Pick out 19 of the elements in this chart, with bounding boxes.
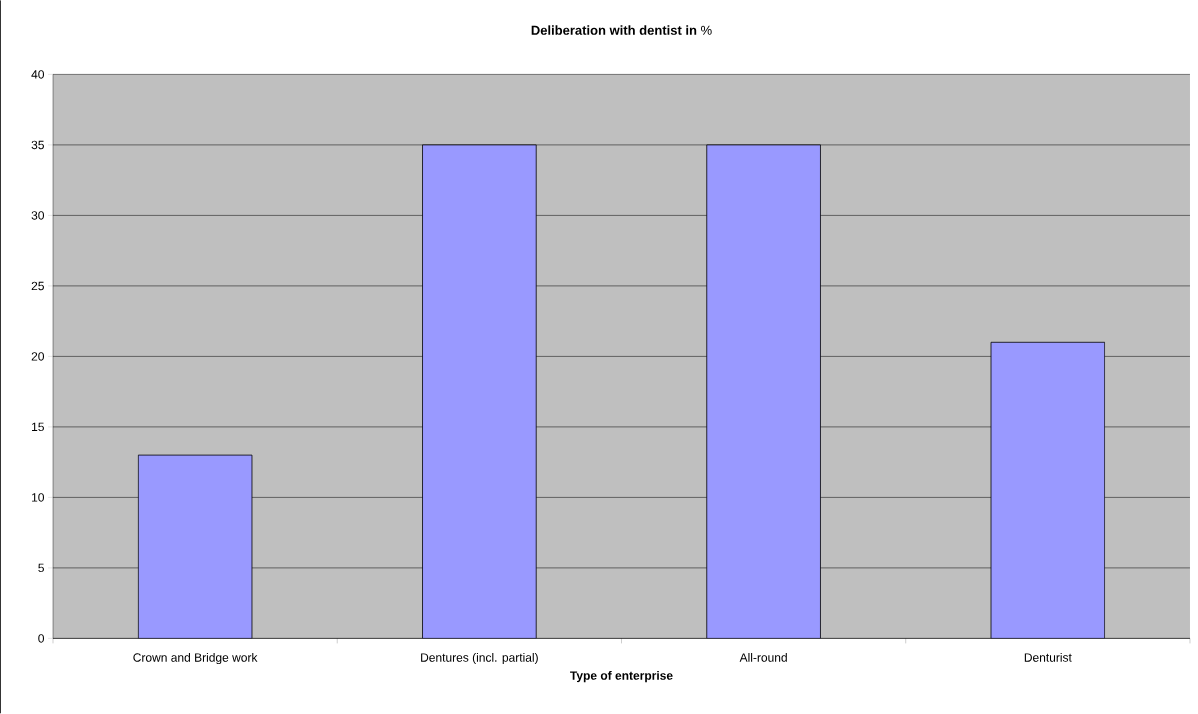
y-tick-label: 5 — [38, 563, 44, 573]
x-tick-label: Denturist — [1024, 653, 1072, 662]
bar — [990, 341, 1106, 639]
chart-title: Deliberation with dentist in % — [531, 25, 712, 35]
y-tick-label: 15 — [32, 422, 44, 432]
x-tick-label: Crown and Bridge work — [133, 653, 258, 665]
bar — [422, 144, 537, 639]
y-tick-label: 35 — [31, 140, 44, 150]
y-tick-label: 25 — [31, 281, 44, 291]
y-tick-label: 40 — [31, 70, 44, 79]
x-tick-label: All-round — [739, 653, 787, 662]
y-tick-label: 0 — [38, 634, 45, 643]
y-tick-label: 20 — [31, 352, 44, 361]
y-tick-label: 30 — [31, 211, 44, 220]
x-axis-title: Type of enterprise — [570, 671, 673, 683]
y-tick-label: 10 — [32, 493, 44, 502]
bar — [706, 144, 821, 639]
bar — [137, 454, 253, 639]
x-tick-label: Dentures (incl. partial) — [421, 653, 538, 665]
